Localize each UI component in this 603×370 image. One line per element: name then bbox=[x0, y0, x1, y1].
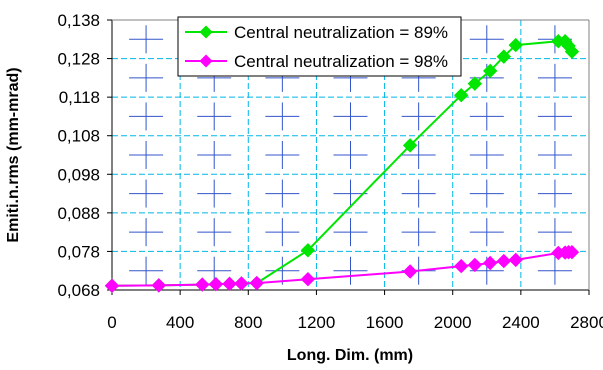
y-tick-label: 0,118 bbox=[59, 88, 100, 107]
y-tick-label: 0,088 bbox=[57, 204, 100, 223]
series-2-point bbox=[454, 258, 469, 274]
series-2-point bbox=[402, 264, 418, 279]
y-tick-label: 0,128 bbox=[57, 50, 100, 69]
legend-item-series-1: Central neutralization = 89% bbox=[185, 23, 448, 42]
x-tick-label: 2400 bbox=[502, 313, 540, 332]
series-2-point bbox=[496, 253, 512, 269]
x-tick-label: 2000 bbox=[434, 313, 472, 332]
legend-label-series-2: Central neutralization = 98% bbox=[234, 52, 448, 71]
x-axis-title: Long. Dim. (mm) bbox=[287, 347, 413, 364]
series-1-point bbox=[402, 138, 418, 153]
y-tick-label: 0,108 bbox=[57, 127, 100, 146]
y-tick-label: 0,078 bbox=[57, 242, 100, 261]
legend-box bbox=[177, 16, 462, 77]
y-tick-label: 0,098 bbox=[57, 165, 100, 184]
series-2-point bbox=[482, 255, 498, 271]
series-1-point bbox=[300, 243, 316, 258]
x-tick-label: 0 bbox=[107, 313, 116, 332]
legend-marker-series-2 bbox=[199, 54, 213, 68]
legend-item-series-2: Central neutralization = 98% bbox=[185, 52, 448, 71]
series-2-point bbox=[467, 257, 483, 273]
series-2-point bbox=[208, 277, 224, 292]
series bbox=[104, 34, 580, 293]
series-1-point bbox=[482, 63, 498, 79]
x-tick-label: 1200 bbox=[298, 313, 336, 332]
legend-marker-series-1 bbox=[199, 25, 213, 39]
tick-labels: 0,068 0,078 0,088 0,098 0,108 0,118 0,128 0,138… bbox=[57, 11, 603, 332]
series-2-point bbox=[222, 276, 237, 292]
series-2-point bbox=[300, 271, 316, 287]
y-tick-label: 0,068 bbox=[57, 281, 100, 300]
x-tick-label: 1600 bbox=[366, 313, 404, 332]
series-1-point bbox=[467, 76, 483, 91]
y-tick-label: 0,138 bbox=[57, 11, 100, 30]
series-2-point bbox=[234, 276, 249, 291]
legend: Central neutralization = 89% Central neu… bbox=[177, 16, 462, 77]
series-2-point bbox=[564, 244, 580, 260]
series-2-point bbox=[104, 278, 120, 293]
series-2-point bbox=[195, 277, 210, 292]
x-tick-label: 400 bbox=[166, 313, 194, 332]
series-1-point bbox=[508, 37, 523, 53]
series-2-point bbox=[508, 252, 523, 268]
x-tick-label: 2800 bbox=[570, 313, 603, 332]
series-2-point bbox=[249, 275, 265, 291]
series-1-point bbox=[564, 44, 580, 59]
series-1-point bbox=[454, 88, 469, 103]
series-2-point bbox=[151, 278, 167, 293]
y-axis-title: Emiti.n.rms (mm-mrad) bbox=[5, 67, 22, 242]
x-tick-label: 800 bbox=[234, 313, 262, 332]
series-1-point bbox=[496, 49, 512, 64]
legend-label-series-1: Central neutralization = 89% bbox=[234, 23, 448, 42]
